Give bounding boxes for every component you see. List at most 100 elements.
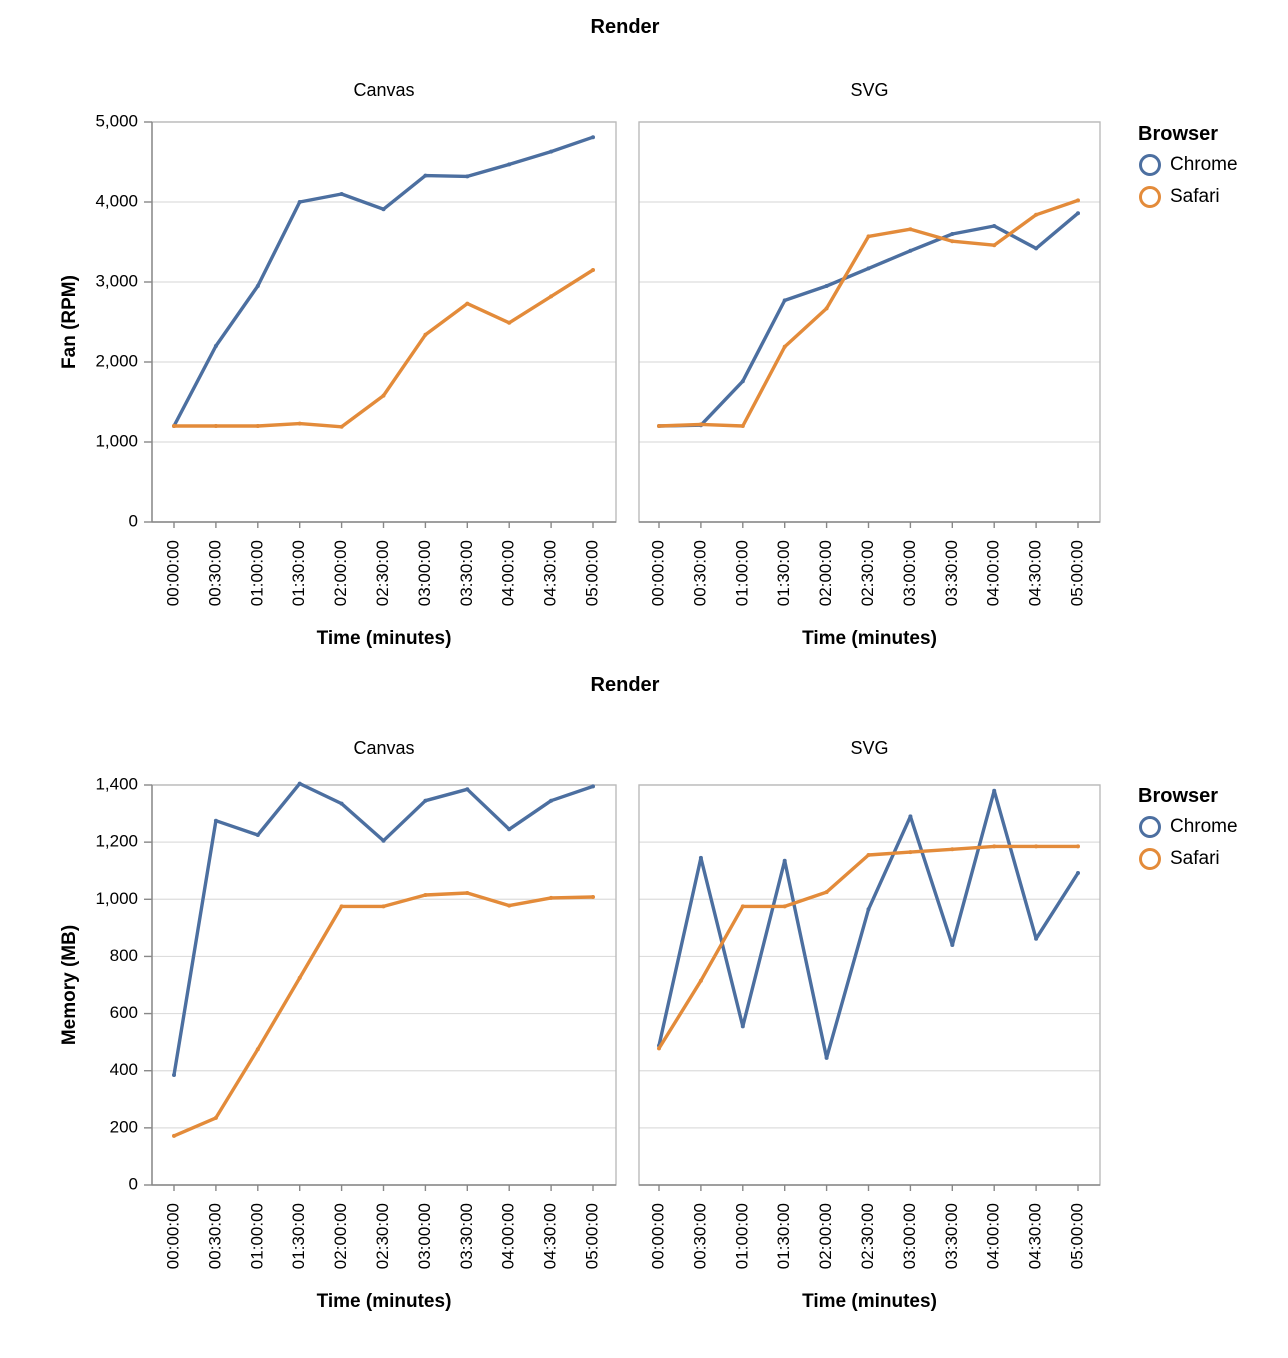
facet-svg: SVG 00:00:00 00:30:00 01:00:00 01:30:00 02:00… <box>638 80 1101 649</box>
legend-title: Browser <box>1138 123 1218 145</box>
x-tick-label: 04:30:00 <box>541 540 560 606</box>
series-line-chrome <box>657 789 1080 1060</box>
series-line-safari <box>657 198 1080 428</box>
data-point-safari <box>255 1047 260 1052</box>
data-point-safari <box>591 268 595 272</box>
x-tick-label: 03:30:00 <box>942 540 961 606</box>
legend-label-safari: Safari <box>1170 848 1220 869</box>
data-point-safari <box>1034 212 1039 217</box>
x-tick-label: 04:30:00 <box>541 1203 560 1269</box>
x-tick-label: 04:30:00 <box>1026 540 1045 606</box>
x-tick-label: 02:00:00 <box>331 1203 350 1269</box>
data-point-chrome <box>507 827 512 832</box>
data-point-safari <box>740 904 745 909</box>
data-point-safari <box>213 424 218 428</box>
data-point-chrome <box>950 232 955 236</box>
data-point-chrome <box>213 344 218 348</box>
y-tick-label: 2,000 <box>95 351 138 370</box>
data-point-safari <box>740 424 745 428</box>
data-point-chrome <box>950 943 955 947</box>
x-tick-label: 01:00:00 <box>247 540 266 606</box>
x-tick-label: 05:00:00 <box>582 540 601 606</box>
x-tick-label: 01:00:00 <box>732 1203 751 1269</box>
x-tick-label: 05:00:00 <box>1067 1203 1086 1269</box>
data-point-safari <box>423 332 428 337</box>
data-point-chrome <box>782 298 787 303</box>
data-point-safari <box>782 904 787 909</box>
x-tick-label: 02:30:00 <box>373 1203 392 1269</box>
data-point-chrome <box>339 192 344 196</box>
data-point-safari <box>465 301 470 306</box>
facet-title: SVG <box>850 80 888 100</box>
data-point-safari <box>657 1046 661 1051</box>
x-tick-label: 05:00:00 <box>582 1203 601 1269</box>
series-line-safari <box>172 891 595 1138</box>
data-point-chrome <box>339 801 344 806</box>
x-tick-label: 02:00:00 <box>816 540 835 606</box>
data-point-chrome <box>297 200 302 204</box>
data-point-safari <box>908 850 913 855</box>
x-tick-label: 00:30:00 <box>690 540 709 606</box>
y-tick-label: 3,000 <box>95 271 138 290</box>
x-tick-label: 04:00:00 <box>499 540 518 606</box>
x-tick-label: 02:30:00 <box>858 540 877 606</box>
x-tick-label: 03:00:00 <box>900 1203 919 1269</box>
data-point-safari <box>549 895 554 900</box>
y-tick-label: 600 <box>110 1003 138 1022</box>
data-point-safari <box>423 893 428 897</box>
data-point-chrome <box>992 788 997 793</box>
plot-frame <box>151 121 617 523</box>
legend-title: Browser <box>1138 785 1218 807</box>
data-point-chrome <box>213 818 218 823</box>
data-point-chrome <box>465 787 470 792</box>
data-point-chrome <box>507 162 512 167</box>
plot-frame <box>638 121 1101 523</box>
data-point-safari <box>465 891 470 895</box>
legend-label-chrome: Chrome <box>1170 816 1238 837</box>
data-point-chrome <box>1076 871 1080 875</box>
data-point-safari <box>1034 844 1039 849</box>
x-tick-label: 02:00:00 <box>816 1203 835 1269</box>
plot-frame <box>151 784 617 1186</box>
data-point-chrome <box>782 858 787 863</box>
x-axis-title: Time (minutes) <box>317 1291 452 1312</box>
data-point-safari <box>866 853 871 857</box>
data-point-safari <box>1076 844 1080 849</box>
group-title: Render <box>591 674 660 696</box>
data-point-safari <box>172 424 176 428</box>
x-tick-label: 00:30:00 <box>205 540 224 606</box>
facet-title: Canvas <box>353 80 414 100</box>
x-tick-label: 04:00:00 <box>984 540 1003 606</box>
legend-symbol-safari <box>1139 848 1161 870</box>
x-axis-title: Time (minutes) <box>317 628 452 649</box>
y-axis-title: Fan (RPM) <box>59 275 80 369</box>
data-point-chrome <box>698 855 703 860</box>
data-point-chrome <box>465 174 470 179</box>
x-tick-label: 03:00:00 <box>415 1203 434 1269</box>
data-point-chrome <box>866 907 871 912</box>
x-tick-label: 01:30:00 <box>774 1203 793 1269</box>
y-axis-title: Memory (MB) <box>59 925 80 1045</box>
x-tick-label: 02:30:00 <box>858 1203 877 1269</box>
data-point-safari <box>549 294 554 299</box>
data-point-chrome <box>740 379 745 384</box>
y-tick-label: 1,000 <box>95 431 138 450</box>
data-point-safari <box>381 904 386 909</box>
x-tick-label: 01:30:00 <box>774 540 793 606</box>
data-point-safari <box>824 306 829 311</box>
legend-label-safari: Safari <box>1170 186 1220 207</box>
data-point-chrome <box>1076 211 1080 216</box>
y-tick-label: 4,000 <box>95 191 138 210</box>
y-tick-label: 0 <box>129 511 138 530</box>
data-point-safari <box>213 1115 218 1120</box>
y-tick-label: 5,000 <box>95 111 138 130</box>
data-point-safari <box>381 393 386 398</box>
y-tick-label: 0 <box>129 1174 138 1193</box>
x-tick-label: 05:00:00 <box>1067 540 1086 606</box>
data-point-safari <box>339 424 344 429</box>
x-tick-label: 04:30:00 <box>1026 1203 1045 1269</box>
x-axis-title: Time (minutes) <box>802 1291 937 1312</box>
data-point-safari <box>824 890 829 895</box>
data-point-safari <box>255 424 260 428</box>
facet-svg: SVG 00:00:00 00:30:00 01:00:00 01:30:00 02:00… <box>638 738 1101 1312</box>
